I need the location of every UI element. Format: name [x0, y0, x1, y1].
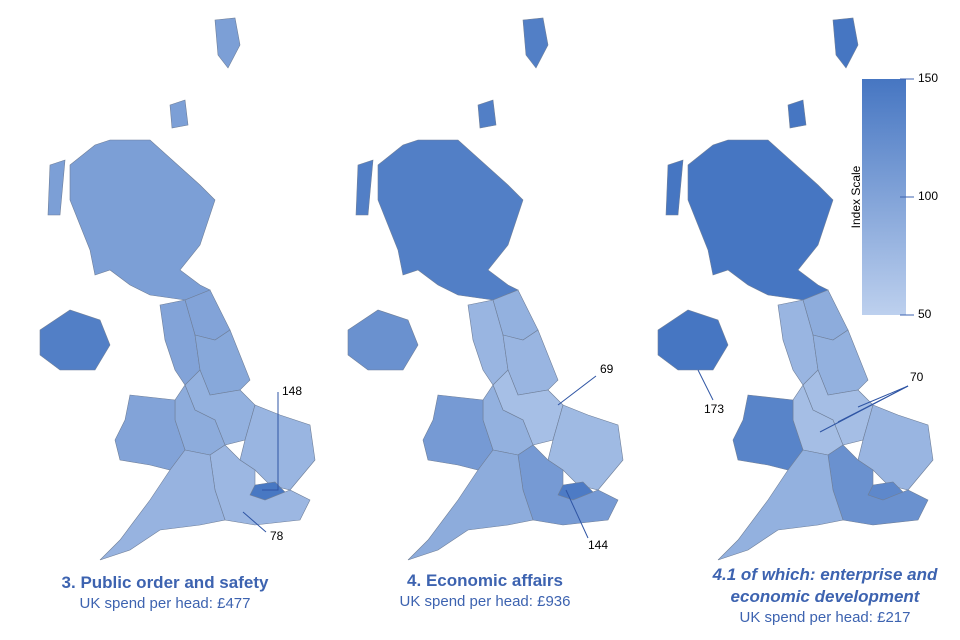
region	[355, 159, 374, 216]
map-title: 3. Public order and safety	[61, 573, 269, 592]
region	[717, 449, 844, 561]
leader-line	[837, 385, 909, 423]
value-label: 70	[910, 370, 924, 384]
map-title: 4. Economic affairs	[407, 571, 563, 590]
caption-2: 4. Economic affairs UK spend per head: £…	[370, 570, 600, 612]
region	[347, 309, 419, 371]
value-label: 69	[600, 362, 614, 376]
region	[377, 139, 524, 301]
region	[477, 99, 497, 129]
caption-1: 3. Public order and safety UK spend per …	[40, 572, 290, 614]
legend-gradient	[862, 79, 906, 315]
region	[114, 394, 186, 471]
region	[787, 99, 807, 129]
leader-line	[857, 385, 909, 408]
region	[422, 394, 494, 471]
map-subtitle: UK spend per head: £936	[399, 593, 571, 610]
leader-line	[697, 369, 714, 401]
caption-3: 4.1 of which: enterprise and economic de…	[700, 564, 950, 628]
map-subtitle: UK spend per head: £477	[79, 595, 251, 612]
value-label: 148	[282, 384, 302, 398]
region	[665, 159, 684, 216]
region	[214, 17, 241, 69]
region	[832, 17, 859, 69]
value-label: 173	[704, 402, 724, 416]
legend-title: Index Scale	[849, 165, 863, 228]
region	[407, 449, 534, 561]
region	[687, 139, 834, 301]
leader-line	[565, 489, 589, 539]
legend-tick-label: 50	[918, 307, 932, 321]
value-label: 78	[270, 529, 284, 543]
region	[99, 449, 226, 561]
region	[657, 309, 729, 371]
leader-line	[557, 375, 597, 406]
map-subtitle: UK spend per head: £217	[739, 609, 911, 626]
map-title: 4.1 of which: enterprise and economic de…	[712, 565, 938, 606]
legend-tick-label: 100	[918, 189, 938, 203]
region	[169, 99, 189, 129]
region	[47, 159, 66, 216]
leader-line	[242, 511, 267, 533]
value-label: 144	[588, 538, 608, 552]
leader-line	[262, 392, 279, 491]
region	[39, 309, 111, 371]
region	[522, 17, 549, 69]
legend-tick-label: 150	[918, 71, 938, 85]
region	[732, 394, 804, 471]
region	[69, 139, 216, 301]
